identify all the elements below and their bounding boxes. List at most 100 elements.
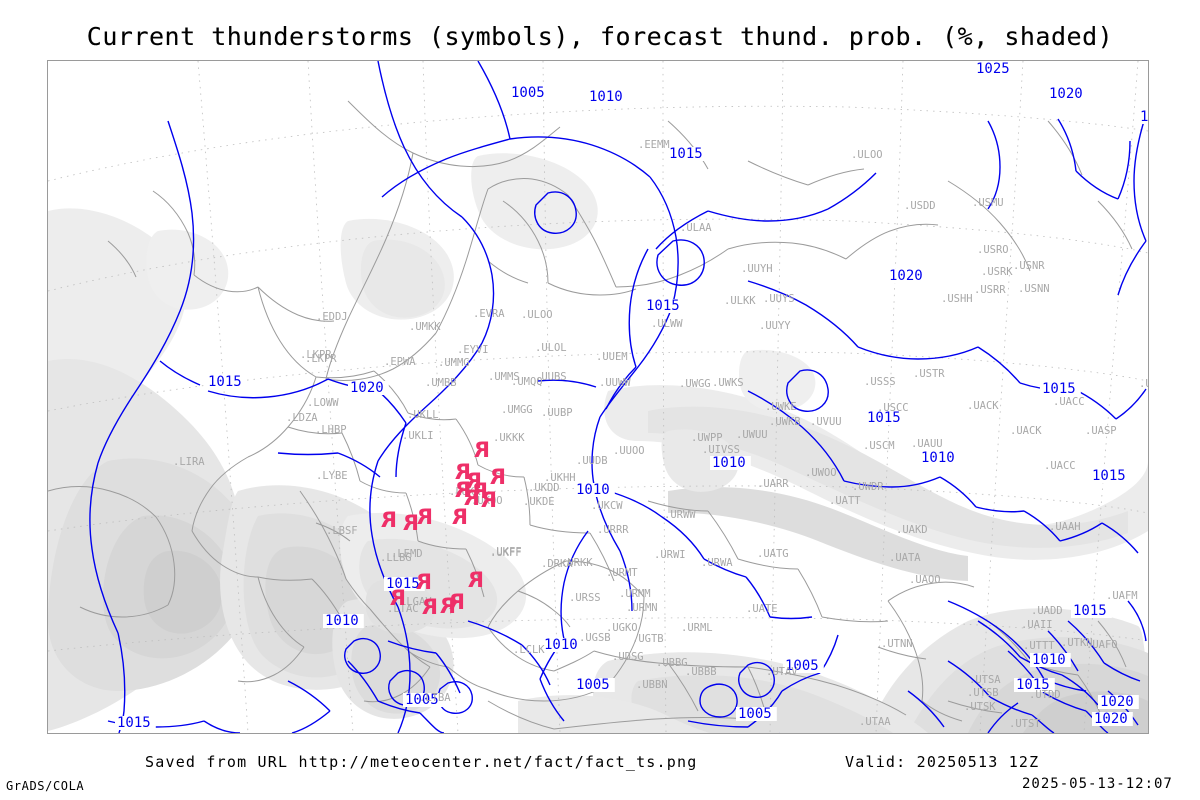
station-id-label: .UKKK (493, 432, 525, 444)
station-id-label: .UGTB (632, 633, 664, 645)
isobar-label: 1015 (646, 298, 680, 314)
isobar-label-backdrop (574, 678, 615, 692)
station-id-label: .EVRA (473, 308, 505, 320)
station-id-label: .UACK (967, 400, 999, 412)
station-id-label: .ULKK (724, 295, 756, 307)
station-id-label: .UWKB (769, 416, 801, 428)
station-id-label: .UACC (1044, 460, 1076, 472)
thunderstorm-symbol: R (440, 594, 456, 618)
station-id-label: .UUYH (741, 263, 773, 275)
map-canvas[interactable]: 1005 1010 1015 1025 1020 1015 1015 1020 1015 1020… (47, 60, 1149, 734)
thunderstorm-symbol: R (449, 590, 465, 614)
station-id-label: .UAUU (911, 438, 943, 450)
station-id-label: .LKPR (305, 353, 337, 365)
station-id-label: .LCLK (513, 644, 545, 656)
isobar-label-backdrop (1030, 653, 1071, 667)
isobar-label-backdrop (1092, 712, 1133, 726)
isobar-label: 1010 (544, 637, 578, 653)
station-id-label: .UWUU (736, 429, 768, 441)
station-id-label: .UACK (1010, 425, 1042, 437)
isobar-label-backdrop (644, 299, 685, 313)
isobar-label-backdrop (1090, 469, 1131, 483)
station-id-label: .UBBG (656, 657, 688, 669)
isobar-label-backdrop (710, 456, 751, 470)
station-id-label: .UARR (757, 478, 789, 490)
isobar-label: 1020 (1094, 711, 1128, 727)
station-id-label: .URRR (597, 524, 629, 536)
thunderstorm-symbol: R (422, 595, 438, 619)
producer-label: GrADS/COLA (6, 779, 85, 793)
station-id-label: .EYVI (457, 344, 489, 356)
station-id-label: .UUEM (596, 351, 628, 363)
thunderstorm-symbol: R (381, 508, 397, 532)
isobar-label-backdrop (323, 614, 364, 628)
timestamp-label: 2025-05-13-12:07 (1022, 776, 1173, 792)
station-id-label: .USSS (864, 376, 896, 388)
station-id-label: .USCM (863, 440, 895, 452)
station-id-label: .UTAV (766, 666, 798, 678)
station-id-label: .UMMG (438, 357, 470, 369)
station-id-label: .UMQQ (511, 376, 543, 388)
thunderstorm-symbol: R (455, 478, 471, 502)
station-id-label: .UAII (1021, 619, 1053, 631)
isobar-label: 1005 (511, 85, 545, 101)
isobar-label-backdrop (1047, 87, 1088, 101)
isobar-label-backdrop (1138, 110, 1148, 124)
station-id-label: .LDZA (286, 412, 318, 424)
station-id-label: .UTNN (881, 638, 913, 650)
station-id-label: .UTTT (1023, 640, 1055, 652)
station-id-label: .UWOO (805, 467, 837, 479)
thunderstorm-symbol: R (481, 488, 497, 512)
isobar-label-backdrop (403, 693, 444, 707)
station-id-label: .UTSK (964, 701, 996, 713)
station-id-label: .USRR (974, 284, 1006, 296)
station-id-label: .UADD (1031, 605, 1063, 617)
thunderstorm-symbol: R (474, 438, 490, 462)
thunderstorm-symbol: R (472, 479, 488, 503)
station-id-label: .URKK (561, 557, 593, 569)
isobar-label-backdrop (115, 716, 156, 730)
station-id-label: .UAAH (1049, 521, 1081, 533)
isobar-label: 1005 (576, 677, 610, 693)
station-id-label: .USNR (1013, 260, 1045, 272)
station-id-label: .URMT (606, 567, 638, 579)
station-id-label: .UMGG (501, 404, 533, 416)
station-id-label: .UUBS (535, 371, 567, 383)
station-id-label: .UTAA (859, 716, 891, 728)
thunderstorm-symbol: R (403, 511, 419, 535)
isobar-label: 1005 (785, 658, 819, 674)
station-id-label: .LEMD (391, 548, 423, 560)
station-id-label: .URWA (701, 557, 733, 569)
station-id-label: .USRO (977, 244, 1009, 256)
thunderstorm-symbol: R (466, 469, 482, 493)
isobar-label: 1020 (1049, 86, 1083, 102)
station-id-label: .UMKK (409, 321, 441, 333)
station-id-label: .UWKS (712, 377, 744, 389)
station-id-label: .LLBG (380, 552, 412, 564)
station-id-label: .UKCW (591, 500, 623, 512)
thunderstorm-symbol: R (455, 460, 471, 484)
station-id-label: .UATG (757, 548, 789, 560)
isobar-label-backdrop (384, 577, 425, 591)
station-id-label: .UWDR (852, 481, 884, 493)
station-label-group: .EEMM .ULAA .ULOO .USDD .USMU .USRO .USRK .USNR… (173, 139, 1148, 730)
station-id-label: .LTAC (387, 603, 419, 615)
isobar-label-backdrop (348, 381, 389, 395)
station-id-label: .ULWW (651, 318, 683, 330)
isobar-label: 1015 (1042, 381, 1076, 397)
station-id-label: .UAFO (1086, 639, 1118, 651)
station-id-label: .UAKD (896, 524, 928, 536)
station-id-label: .UKDD (528, 482, 560, 494)
station-id-label: .UTDD (1029, 689, 1061, 701)
station-id-label: .LTBA (419, 692, 451, 704)
thunderstorm-symbol: R (416, 570, 432, 594)
station-id-label: .LHBP (315, 424, 347, 436)
isobar-label-backdrop (1014, 678, 1055, 692)
station-id-label: .UVUU (810, 416, 842, 428)
station-id-label: .URWI (654, 549, 686, 561)
station-id-label: .ULAA (680, 222, 712, 234)
station-id-label: .UACC (1053, 396, 1085, 408)
isobar-label-backdrop (509, 86, 550, 100)
